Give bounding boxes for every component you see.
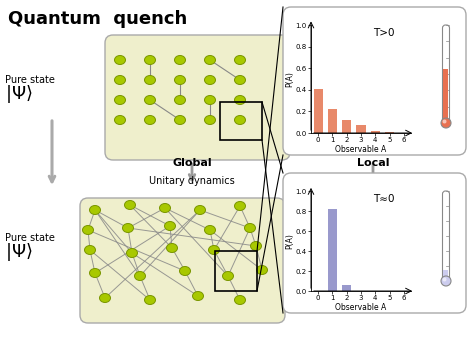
Ellipse shape [164, 221, 175, 231]
Ellipse shape [90, 206, 100, 215]
Ellipse shape [127, 248, 137, 258]
Ellipse shape [174, 75, 185, 84]
Text: Pure state: Pure state [5, 233, 55, 243]
Bar [371, 131, 380, 133]
Bar [342, 285, 351, 291]
FancyBboxPatch shape [283, 173, 466, 313]
Ellipse shape [100, 293, 110, 303]
Ellipse shape [115, 116, 126, 124]
Ellipse shape [174, 55, 185, 65]
Ellipse shape [115, 75, 126, 84]
Ellipse shape [145, 55, 155, 65]
Ellipse shape [122, 223, 134, 233]
Ellipse shape [180, 266, 191, 275]
Ellipse shape [145, 96, 155, 104]
Ellipse shape [145, 75, 155, 84]
Text: Pure state: Pure state [5, 75, 55, 85]
Bar [328, 209, 337, 291]
Ellipse shape [204, 225, 216, 235]
Circle shape [443, 120, 447, 123]
Ellipse shape [84, 245, 95, 255]
Ellipse shape [135, 271, 146, 281]
Ellipse shape [256, 266, 267, 274]
Ellipse shape [145, 295, 155, 305]
Text: Quantum  quench: Quantum quench [8, 10, 187, 28]
FancyBboxPatch shape [283, 7, 466, 155]
Ellipse shape [235, 295, 246, 305]
X-axis label: Observable A: Observable A [336, 145, 387, 153]
Text: T≈0: T≈0 [373, 194, 394, 204]
Circle shape [443, 277, 447, 282]
Text: $|\Psi\rangle$: $|\Psi\rangle$ [5, 241, 33, 263]
Ellipse shape [174, 116, 185, 124]
Ellipse shape [90, 268, 100, 277]
Ellipse shape [115, 55, 126, 65]
FancyBboxPatch shape [80, 198, 285, 323]
Ellipse shape [204, 96, 216, 104]
Ellipse shape [235, 75, 246, 84]
Ellipse shape [166, 243, 177, 252]
Bar [385, 132, 394, 133]
Text: Unitary dynamics: Unitary dynamics [149, 176, 235, 186]
Bar [444, 69, 448, 122]
Bar [444, 270, 448, 280]
Ellipse shape [194, 206, 206, 215]
FancyBboxPatch shape [105, 35, 290, 160]
Ellipse shape [235, 96, 246, 104]
Ellipse shape [204, 55, 216, 65]
Text: Local: Local [357, 158, 389, 168]
Text: Thermalization: Thermalization [337, 176, 410, 186]
Ellipse shape [235, 116, 246, 124]
X-axis label: Observable A: Observable A [336, 303, 387, 312]
Bar [215, 251, 257, 291]
FancyBboxPatch shape [443, 25, 449, 123]
Circle shape [441, 118, 451, 128]
Ellipse shape [222, 271, 234, 281]
Ellipse shape [145, 116, 155, 124]
Ellipse shape [159, 203, 171, 213]
Ellipse shape [192, 291, 203, 300]
Ellipse shape [115, 96, 126, 104]
Circle shape [441, 276, 451, 286]
Y-axis label: P(A): P(A) [285, 233, 294, 249]
Bar [356, 125, 365, 133]
Ellipse shape [174, 96, 185, 104]
Ellipse shape [209, 245, 219, 255]
Ellipse shape [250, 241, 262, 250]
Text: $|\Psi\rangle$: $|\Psi\rangle$ [5, 83, 33, 105]
Ellipse shape [235, 55, 246, 65]
Ellipse shape [125, 200, 136, 210]
FancyBboxPatch shape [443, 191, 449, 281]
Bar [220, 102, 262, 140]
Bar [328, 109, 337, 133]
Text: Global: Global [172, 158, 212, 168]
Ellipse shape [204, 75, 216, 84]
Ellipse shape [82, 225, 93, 235]
Text: T>0: T>0 [373, 28, 394, 38]
Ellipse shape [235, 201, 246, 211]
Bar [342, 120, 351, 133]
Y-axis label: P(A): P(A) [285, 71, 294, 87]
Bar [313, 89, 323, 133]
Ellipse shape [204, 116, 216, 124]
Ellipse shape [245, 223, 255, 233]
